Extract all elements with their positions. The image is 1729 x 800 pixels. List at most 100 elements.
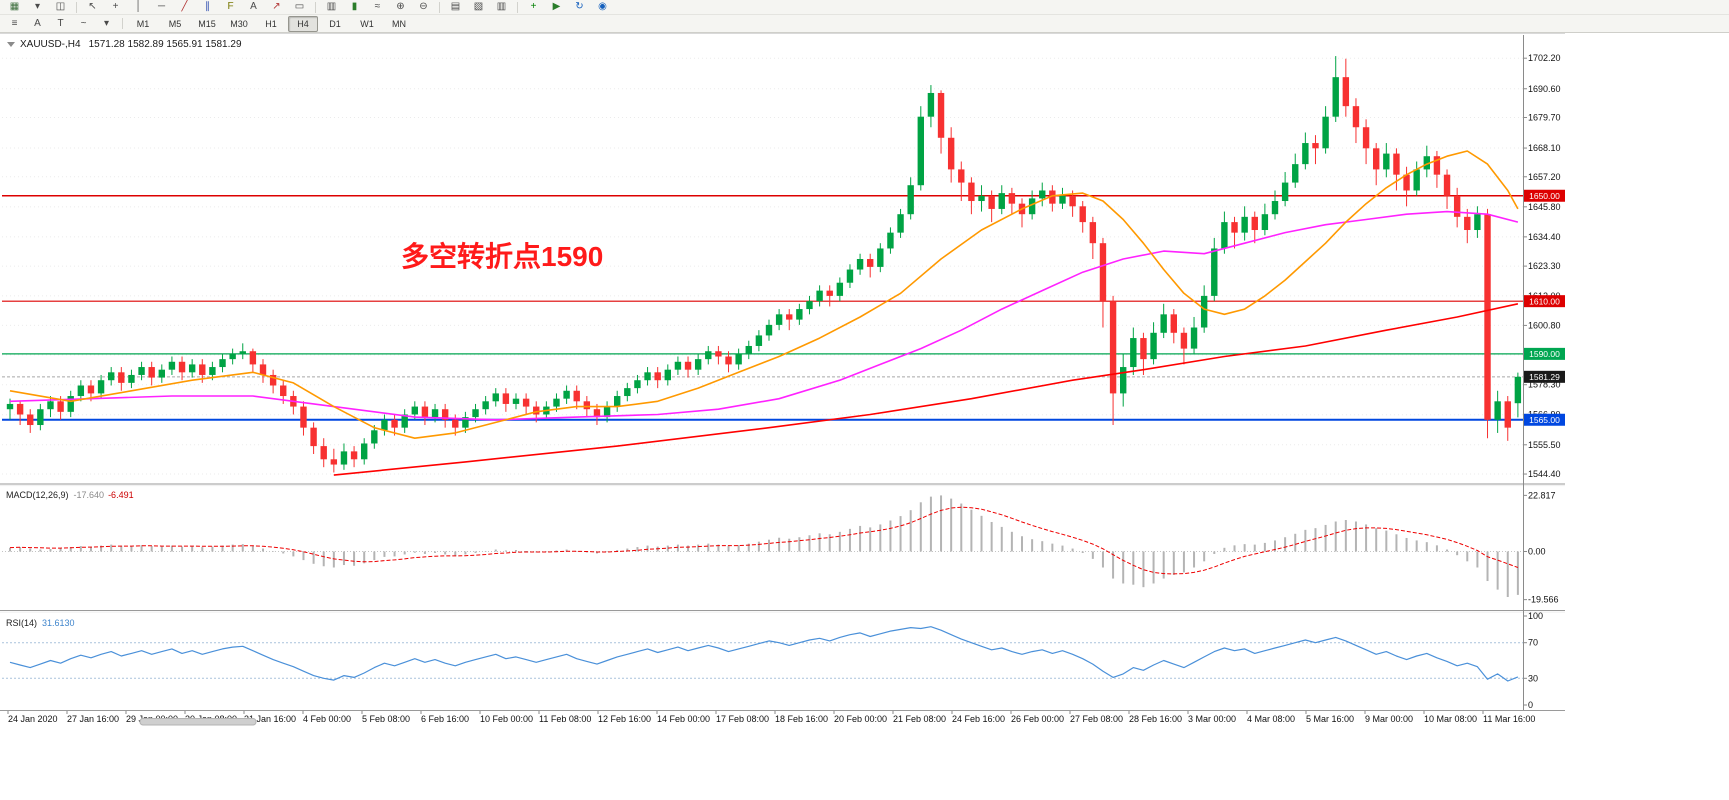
chart-plot-area[interactable] [2,35,1523,483]
horizontal-scrollbar-thumb[interactable] [139,718,257,726]
cursor-icon[interactable]: ↖ [88,1,97,12]
time-axis-label: 4 Mar 08:00 [1247,714,1295,724]
chart-annotation-text: 多空转折点1590 [401,241,604,272]
time-axis-label: 12 Feb 16:00 [598,714,651,724]
profiles-icon[interactable]: ◫ [55,1,66,12]
candle-body [887,232,894,249]
candle-body [826,290,833,296]
candle-body [239,351,246,354]
text-label-icon[interactable]: A [250,1,257,12]
textbox-annotation-icon[interactable]: T [57,17,64,29]
toolbar-separator [122,18,123,29]
candle-body [917,116,924,186]
text-annotation-icon[interactable]: A [34,17,41,29]
shapes-icon[interactable]: ▭ [294,1,305,12]
channel-icon[interactable]: ∥ [205,1,210,12]
candle-body [1393,153,1400,175]
timeframe-h1[interactable]: H1 [265,18,277,29]
candle-body [1312,143,1319,149]
candle-body [1464,216,1471,231]
zoom-out-icon[interactable]: ⊖ [419,1,428,12]
candle-body [1281,182,1289,202]
candle-body [1423,156,1430,170]
candle-body [1251,216,1258,231]
vertical-line-icon[interactable]: │ [135,1,142,12]
time-axis-label: 26 Feb 00:00 [1011,714,1064,724]
rsi-value: 31.6130 [42,618,75,628]
macd-axis-label: 0.00 [1528,547,1546,557]
time-axis-label: 27 Feb 08:00 [1070,714,1123,724]
zoom-in-icon[interactable]: ⊕ [396,1,405,12]
candle-body [27,414,34,426]
candle-body [138,367,145,375]
time-axis-label: 17 Feb 08:00 [716,714,769,724]
arrange-windows-icon[interactable]: ▥ [496,1,507,12]
new-order-icon[interactable]: + [530,1,537,12]
horizontal-line-icon[interactable]: ─ [157,1,166,12]
ma-slow-red-line [333,303,1519,476]
candle-body [947,137,955,170]
rsi-name: RSI(14) [6,618,38,628]
timeframe-m1[interactable]: M1 [136,18,150,29]
candle-body [877,248,884,267]
timeframe-mn[interactable]: MN [392,18,406,29]
trendline-icon[interactable]: ╱ [181,1,188,12]
candle-body [1170,314,1177,333]
chart-list-icon[interactable]: ≡ [11,17,18,29]
rsi-axis-label: 30 [1528,673,1538,683]
line-style-icon[interactable]: ~ [80,17,87,29]
candle-body [391,419,398,428]
timeframe-m15[interactable]: M15 [198,18,216,29]
timeframe-m30[interactable]: M30 [230,18,248,29]
about-icon[interactable]: ◉ [598,1,607,12]
candlesticks [6,56,1522,473]
candle-body [1028,198,1036,215]
candle-body [502,393,510,404]
candle-body [1221,222,1228,249]
line-style-dropdown-icon[interactable]: ▾ [103,17,110,29]
toolbar-standard: ▦ ▾ ◫ ↖ + │ ─ ╱ ∥ F A ↗ ▭ ▥ ▮ ≈ ⊕ ⊖ ▤ ▧ ▥ + ▶ ↻ ◉ [0,0,1729,15]
rsi-plot-area[interactable] [2,614,1523,708]
price-axis-tick-label: 1679.70 [1528,112,1561,122]
timeframe-d1[interactable]: D1 [329,18,341,29]
candle-body [512,398,520,404]
arrows-icon[interactable]: ↗ [272,1,281,12]
line-chart-icon[interactable]: ≈ [374,1,381,12]
candle-body [1484,214,1491,420]
fibonacci-icon[interactable]: F [227,1,234,12]
candle-body [1514,376,1522,404]
timeframe-h4[interactable]: H4 [288,15,318,32]
price-axis-tick-label: 1690.60 [1528,84,1561,94]
refresh-icon[interactable]: ↻ [575,1,584,12]
candle-body [219,359,226,368]
toolbar-separator [76,1,77,13]
candle-body [1069,195,1076,207]
crosshair-icon[interactable]: + [112,1,119,12]
candle-body [533,406,540,415]
macd-axis-label: 22.817 [1528,490,1556,500]
candle-body [300,406,307,428]
candle-body [188,364,196,373]
candle-body [168,361,176,370]
bar-chart-icon[interactable]: ▥ [326,1,337,12]
chart-context-menu-icon[interactable] [7,42,15,47]
toolbar-separator [439,1,440,13]
candle-body [148,367,155,378]
candle-body [452,419,459,428]
candle-body [1362,127,1370,149]
time-axis-label: 5 Mar 16:00 [1306,714,1354,724]
cascade-windows-icon[interactable]: ▧ [473,1,484,12]
autotrading-icon[interactable]: ▶ [552,1,561,12]
price-badge-1581.29 [1524,370,1565,383]
candle-body [755,335,763,346]
tile-windows-icon[interactable]: ▤ [450,1,461,12]
timeframe-w1[interactable]: W1 [360,18,374,29]
timeframe-m5[interactable]: M5 [168,18,182,29]
candlestick-chart-icon[interactable]: ▮ [351,1,358,12]
candle-body [624,388,631,397]
new-chart-dropdown-icon[interactable]: ▾ [34,1,41,12]
macd-plot-area[interactable] [2,487,1523,608]
candle-body [401,414,408,428]
new-chart-icon[interactable]: ▦ [9,1,20,12]
rsi-pane: 100 70 30 0 [2,611,1543,710]
